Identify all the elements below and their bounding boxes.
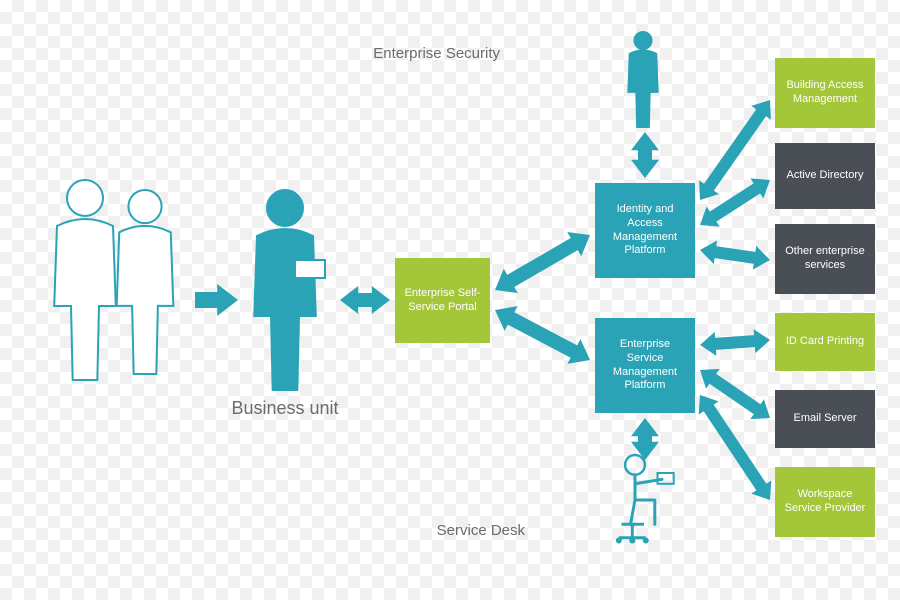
- node-portal: Enterprise Self-Service Portal: [395, 258, 490, 343]
- node-esm-label: Enterprise Service Management Platform: [601, 338, 689, 393]
- node-iam: Identity and Access Management Platform: [595, 183, 695, 278]
- diagram-canvas: Enterprise Self-Service Portal Identity …: [0, 0, 900, 600]
- arrow: [488, 223, 597, 302]
- node-portal-label: Enterprise Self-Service Portal: [401, 287, 484, 315]
- node-ad-label: Active Directory: [786, 169, 863, 183]
- label-service-desk: Service Desk: [385, 522, 525, 539]
- node-workspace-label: Workspace Service Provider: [781, 488, 869, 516]
- node-email-label: Email Server: [794, 412, 857, 426]
- person-handshake-right-icon: [117, 190, 174, 374]
- label-enterprise-security: Enterprise Security: [360, 45, 500, 62]
- node-email: Email Server: [775, 390, 875, 448]
- arrow: [195, 284, 238, 316]
- arrow: [488, 298, 596, 373]
- node-idcard: ID Card Printing: [775, 313, 875, 371]
- node-other-label: Other enterprise services: [781, 245, 869, 273]
- node-bam-label: Building Access Management: [781, 79, 869, 107]
- arrow: [340, 286, 390, 314]
- arrow: [698, 238, 771, 272]
- label-business-unit: Business unit: [215, 398, 355, 419]
- node-workspace: Workspace Service Provider: [775, 467, 875, 537]
- arrow: [699, 328, 771, 357]
- node-idcard-label: ID Card Printing: [786, 335, 864, 349]
- arrow: [690, 388, 780, 506]
- node-bam: Building Access Management: [775, 58, 875, 128]
- person-laptop-icon: [254, 190, 325, 390]
- node-iam-label: Identity and Access Management Platform: [601, 203, 689, 258]
- node-ad: Active Directory: [775, 143, 875, 209]
- arrow: [690, 93, 780, 207]
- arrow: [631, 132, 659, 178]
- node-other: Other enterprise services: [775, 224, 875, 294]
- node-esm: Enterprise Service Management Platform: [595, 318, 695, 413]
- person-handshake-left-icon: [54, 180, 116, 380]
- person-service-desk-icon: [616, 455, 674, 544]
- arrow: [631, 418, 659, 460]
- arrow: [693, 360, 777, 428]
- person-security-icon: [628, 32, 657, 127]
- arrow: [694, 170, 777, 235]
